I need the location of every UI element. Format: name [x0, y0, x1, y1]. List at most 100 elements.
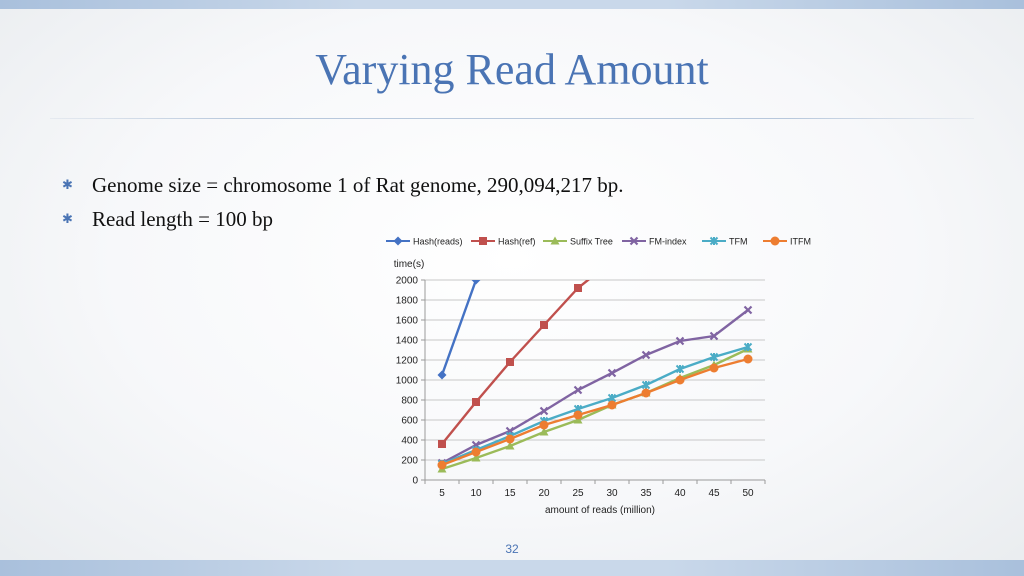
series-fm-index: [437, 305, 753, 468]
legend-entry: Hash(ref): [471, 237, 536, 247]
data-point: [472, 398, 480, 406]
data-point: [574, 284, 582, 292]
y-tick-label: 0: [412, 476, 418, 487]
legend-marker: [479, 237, 487, 245]
series-line: [441, 280, 591, 445]
y-tick-label: 1400: [396, 336, 419, 347]
series-line: [441, 347, 749, 471]
legend-entry: ITFM: [763, 236, 811, 247]
data-point: [641, 350, 651, 360]
data-point: [709, 352, 719, 362]
data-point: [709, 331, 719, 341]
page-number: 32: [505, 542, 519, 556]
data-point: [540, 321, 548, 329]
x-tick-label: 45: [708, 488, 720, 499]
slide-title: Varying Read Amount: [315, 45, 709, 94]
y-tick-label: 1200: [396, 356, 419, 367]
y-tick-label: 200: [401, 456, 418, 467]
y-tick-label: 1600: [396, 316, 419, 327]
asterisk-bullet-icon: ✱: [62, 211, 73, 227]
legend-label: ITFM: [790, 237, 811, 247]
series-hash-ref: [438, 257, 616, 448]
bullet-text: Read length = 100 bp: [92, 206, 273, 231]
data-point: [743, 342, 753, 352]
data-point: [675, 336, 685, 346]
data-point: [506, 358, 514, 366]
series-tfm: [437, 342, 753, 469]
data-point: [437, 370, 447, 380]
x-tick-label: 20: [538, 488, 550, 499]
data-point: [641, 380, 651, 390]
legend-marker: [629, 236, 639, 246]
legend-marker: [393, 236, 403, 246]
y-tick-label: 2000: [396, 276, 419, 287]
x-tick-label: 10: [470, 488, 482, 499]
data-point: [675, 375, 685, 385]
legend-label: TFM: [729, 237, 748, 247]
x-axis-label: amount of reads (million): [545, 505, 655, 516]
data-point: [471, 447, 481, 457]
legend-marker: [550, 236, 560, 245]
data-point: [539, 427, 549, 436]
series-line: [441, 309, 749, 465]
legend-marker: [770, 236, 780, 246]
data-point: [743, 354, 753, 364]
data-point: [505, 441, 515, 450]
series-line: [441, 357, 749, 467]
x-tick-label: 25: [572, 488, 584, 499]
legend-label: Hash(ref): [498, 237, 536, 247]
chart-gridlines: [421, 279, 766, 484]
y-axis-ticks: 0 200 400 600 800 1000 1200 1400 1600 1800 2000: [396, 276, 419, 487]
data-point: [709, 363, 719, 373]
series-line: [440, 280, 478, 376]
data-point: [505, 434, 515, 444]
data-point: [675, 364, 685, 374]
legend-label: FM-index: [649, 237, 687, 247]
data-point: [539, 420, 549, 430]
bottom-decorative-band: [0, 560, 1024, 576]
legend-entry: TFM: [702, 237, 748, 247]
chart-series: [437, 257, 753, 473]
data-point: [539, 406, 549, 416]
asterisk-bullet-icon: ✱: [62, 177, 73, 193]
data-point: [437, 460, 447, 470]
legend-label: Hash(reads): [413, 237, 463, 247]
data-point: [573, 410, 583, 420]
x-tick-label: 50: [742, 488, 754, 499]
y-tick-label: 1000: [396, 376, 419, 387]
y-tick-label: 800: [401, 396, 418, 407]
x-tick-label: 15: [504, 488, 516, 499]
series-line: [441, 345, 749, 466]
data-point: [438, 440, 446, 448]
title-divider: [50, 118, 974, 119]
data-point: [471, 453, 481, 462]
legend-entry: Suffix Tree: [543, 236, 613, 247]
series-suffix-tree: [437, 344, 753, 473]
chart-legend: Hash(reads) Hash(ref) Suffix Tree FM-index T…: [386, 236, 811, 247]
bullet-item-genome-size: ✱ Genome size = chromosome 1 of Rat geno…: [62, 168, 624, 202]
data-point: [641, 388, 651, 398]
bullet-text: Genome size = chromosome 1 of Rat genome…: [92, 172, 624, 197]
top-decorative-band: [0, 0, 1024, 9]
data-point: [743, 305, 753, 315]
bullet-list: ✱ Genome size = chromosome 1 of Rat geno…: [62, 168, 624, 236]
legend-entry: FM-index: [622, 237, 687, 247]
y-tick-label: 600: [401, 416, 418, 427]
x-tick-label: 35: [640, 488, 652, 499]
data-point: [471, 280, 481, 285]
data-point: [607, 368, 617, 378]
legend-marker: [709, 236, 719, 246]
data-point: [573, 385, 583, 395]
series-itfm: [437, 354, 753, 470]
runtime-line-chart: Hash(reads) Hash(ref) Suffix Tree FM-index T…: [386, 236, 811, 516]
legend-entry: Hash(reads): [386, 236, 463, 247]
x-tick-label: 5: [439, 488, 445, 499]
data-point: [608, 257, 616, 265]
data-point: [607, 400, 617, 410]
y-tick-label: 400: [401, 436, 418, 447]
bullet-item-read-length: ✱ Read length = 100 bp: [62, 202, 624, 236]
x-axis-ticks: 5 10 15 20 25 30 35 40 45 50: [439, 488, 754, 499]
x-tick-label: 30: [606, 488, 618, 499]
legend-label: Suffix Tree: [570, 237, 613, 247]
series-hash-reads: [437, 280, 481, 380]
